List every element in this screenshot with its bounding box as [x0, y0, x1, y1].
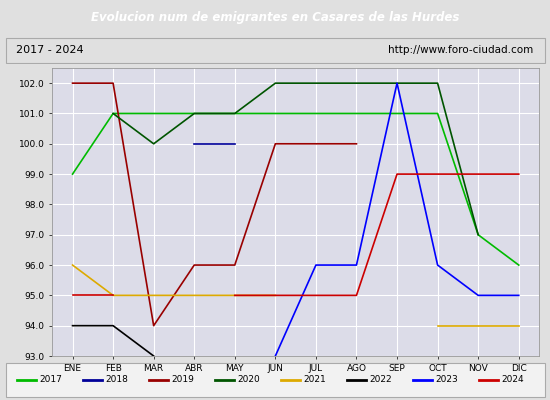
Text: 2017: 2017: [39, 376, 62, 384]
Text: Evolucion num de emigrantes en Casares de las Hurdes: Evolucion num de emigrantes en Casares d…: [91, 12, 459, 24]
FancyBboxPatch shape: [6, 363, 544, 397]
Text: 2023: 2023: [435, 376, 458, 384]
Text: http://www.foro-ciudad.com: http://www.foro-ciudad.com: [388, 45, 534, 55]
Text: 2022: 2022: [369, 376, 392, 384]
Text: 2019: 2019: [171, 376, 194, 384]
Text: 2018: 2018: [105, 376, 128, 384]
Text: 2024: 2024: [501, 376, 524, 384]
Text: 2021: 2021: [303, 376, 326, 384]
Text: 2017 - 2024: 2017 - 2024: [16, 45, 84, 55]
Text: 2020: 2020: [237, 376, 260, 384]
FancyBboxPatch shape: [6, 38, 544, 62]
